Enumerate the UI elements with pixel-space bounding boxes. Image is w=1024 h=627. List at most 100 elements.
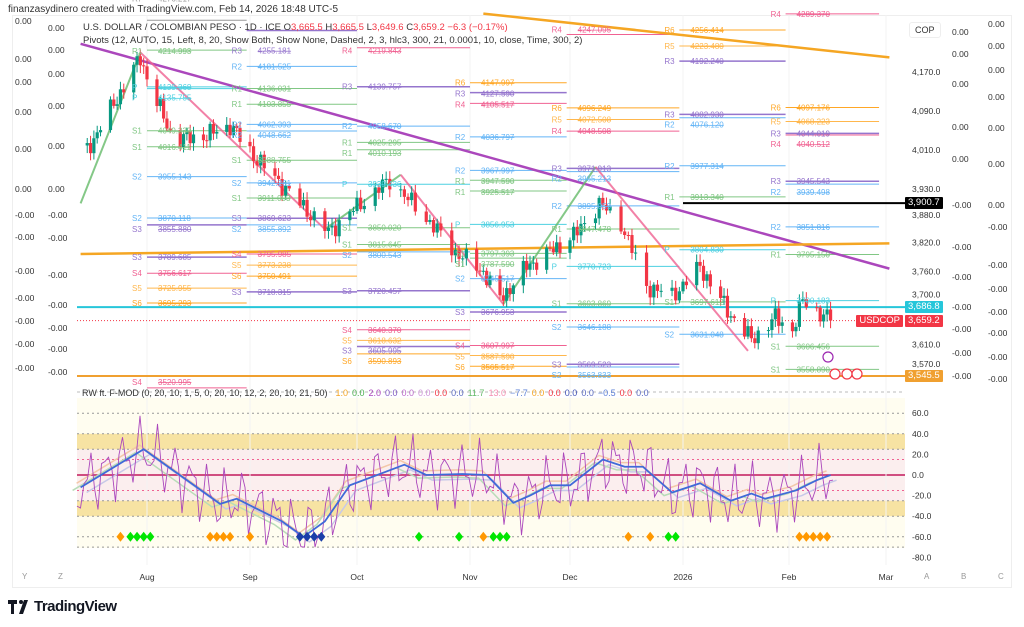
candle-body <box>238 128 242 142</box>
indicator-value: 0.0 <box>564 388 578 398</box>
pivots-legend[interactable]: Pivots (12, AUTO, 15, Left, 8, 20, Show … <box>83 35 583 46</box>
pivot-label: S2 <box>132 214 142 223</box>
candle-body <box>208 123 212 141</box>
tradingview-logo-icon <box>8 599 28 614</box>
candle-body <box>804 299 808 308</box>
pivot-value: 3988.755 <box>258 156 292 165</box>
pivot-value: 3756.617 <box>158 269 192 278</box>
pivot-value: 3942.261 <box>258 179 292 188</box>
indicator-band <box>77 433 905 450</box>
candle-body <box>287 185 291 189</box>
indicator-value: −7.7 <box>509 388 528 398</box>
signal-diamond-marker <box>310 531 319 542</box>
candle-body <box>337 220 341 237</box>
candle-body <box>380 179 385 193</box>
high-label: H <box>325 22 333 33</box>
time-button-b[interactable]: B <box>961 572 967 581</box>
pivot-label: S3 <box>232 214 242 223</box>
pivot-label: S1 <box>455 249 465 258</box>
pivot-label: S4 <box>455 342 465 351</box>
pivot-value: 3869.623 <box>258 214 292 223</box>
candle-body <box>132 64 136 93</box>
candle-body <box>770 319 774 331</box>
candle-body <box>384 178 388 180</box>
left-axis-value: 0.00 <box>15 184 32 194</box>
candle-body <box>155 79 159 107</box>
signal-diamond-marker <box>816 531 825 542</box>
indicator-legend[interactable]: RW ft. F-MOD (0, 20, 10, 1, 5, 0, 20, 10… <box>82 388 649 398</box>
candle-body <box>457 249 461 259</box>
zigzag-segment <box>139 51 326 230</box>
candle-body <box>705 274 709 281</box>
pivot-label: S5 <box>342 336 352 345</box>
candle-body <box>535 262 539 270</box>
pivot-label: R3 <box>771 177 782 186</box>
candle-body <box>746 326 750 337</box>
tradingview-logo[interactable]: TradingView <box>8 598 117 615</box>
candle-body <box>461 258 465 260</box>
candle-body <box>413 192 417 212</box>
pivot-label: S1 <box>132 143 142 152</box>
candle-body <box>749 326 753 339</box>
indicator-oscillator-line <box>76 415 834 548</box>
price-axis-label: 3,880.0 <box>912 210 941 220</box>
right-axis-value: 0.00 <box>952 49 969 59</box>
event-lightning-icon <box>822 351 834 363</box>
time-button-a[interactable]: A <box>924 572 930 581</box>
zigzag-segment <box>502 166 597 305</box>
candle-body <box>725 295 730 318</box>
candle-body <box>790 322 795 332</box>
candle-body <box>259 154 263 166</box>
pivot-value: 4044.019 <box>797 129 831 138</box>
candle-body <box>201 134 206 141</box>
pivot-label: S1 <box>132 127 142 136</box>
right-axis-value: 0.00 <box>952 154 969 164</box>
pivot-value: 3558.890 <box>797 365 831 374</box>
candle-body <box>531 262 535 264</box>
candle-body <box>145 66 149 80</box>
pivot-label: R2 <box>232 131 243 140</box>
pivot-label: R2 <box>342 122 353 131</box>
left-axis-value: -0.00 <box>15 232 35 242</box>
candle-body <box>85 143 89 146</box>
high-value: 3,665.5 <box>332 22 364 33</box>
pivot-label: R2 <box>771 188 782 197</box>
left-axis-value: -0.00 <box>48 300 68 310</box>
candle-body <box>464 248 468 259</box>
pivot-label: S3 <box>232 288 242 297</box>
candle-body <box>732 316 736 319</box>
candle-body <box>330 225 334 228</box>
pivot-value: 4139.757 <box>368 83 402 92</box>
pivot-value: 3676.953 <box>481 308 515 317</box>
time-button-c[interactable]: C <box>998 572 1004 581</box>
candle-body <box>334 225 338 237</box>
pivot-label: S1 <box>232 156 242 165</box>
signal-diamond-marker <box>624 531 633 542</box>
pivot-label: R6 <box>552 104 563 113</box>
trend-line <box>80 42 890 270</box>
signal-diamond-marker <box>809 531 818 542</box>
pivot-label: R1 <box>664 193 675 202</box>
right-axis-value: -0.00 <box>988 352 1008 362</box>
currency-label[interactable]: COP <box>909 22 941 38</box>
pivot-value: 3971.913 <box>578 164 612 173</box>
pivot-label: R5 <box>552 115 563 124</box>
close-label: C <box>406 22 414 33</box>
candle-body <box>255 161 259 166</box>
pivot-value: 4214.993 <box>158 47 192 56</box>
pivot-label: R2 <box>232 120 243 129</box>
candle-body <box>780 322 784 326</box>
symbol-legend[interactable]: U.S. DOLLAR / COLOMBIAN PESO · 1D · ICE … <box>83 22 508 33</box>
indicator-axis-label: -20.0 <box>912 491 932 501</box>
candle-body <box>579 223 583 236</box>
pivot-label: R1 <box>342 149 353 158</box>
indicator-value: 13.0 <box>488 388 506 398</box>
indicator-value: 0.0 <box>581 388 594 398</box>
pivot-label: R3 <box>232 47 243 56</box>
time-button-z[interactable]: Z <box>58 572 63 581</box>
right-axis-value: 0.00 <box>988 19 1005 29</box>
indicator-value: 0.0 <box>619 388 633 398</box>
pivot-value: 4068.223 <box>797 118 831 127</box>
time-button-y[interactable]: Y <box>22 572 28 581</box>
